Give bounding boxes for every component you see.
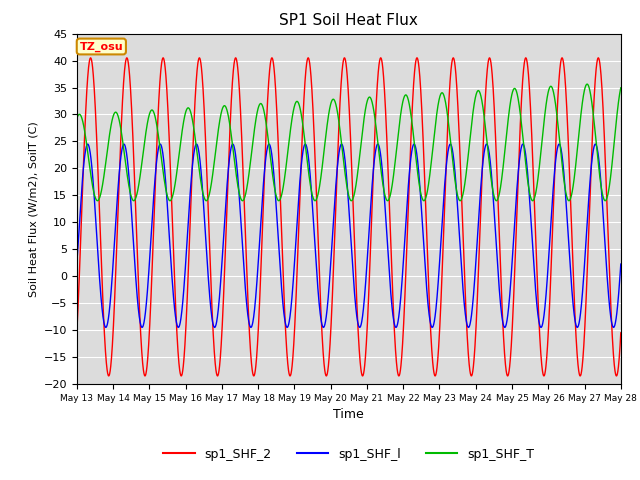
sp1_SHF_l: [548, 208, 556, 214]
X-axis label: Time: Time: [333, 408, 364, 421]
Y-axis label: Soil Heat Flux (W/m2), SoilT (C): Soil Heat Flux (W/m2), SoilT (C): [28, 121, 38, 297]
sp1_SHF_T: [607, 175, 614, 181]
sp1_SHF_T: [548, 84, 556, 90]
sp1_SHF_T: [135, 181, 143, 187]
sp1_SHF_T: [305, 172, 313, 178]
sp1_SHF_T: [282, 169, 289, 175]
sp1_SHF_l: [282, 321, 289, 327]
sp1_SHF_l: [73, 261, 81, 267]
sp1_SHF_2: [617, 330, 625, 336]
Line: sp1_SHF_T: sp1_SHF_T: [77, 84, 621, 201]
Legend: sp1_SHF_2, sp1_SHF_l, sp1_SHF_T: sp1_SHF_2, sp1_SHF_l, sp1_SHF_T: [159, 443, 539, 466]
sp1_SHF_T: [602, 198, 609, 204]
Text: TZ_osu: TZ_osu: [79, 41, 123, 52]
Line: sp1_SHF_2: sp1_SHF_2: [77, 58, 621, 376]
sp1_SHF_l: [607, 310, 614, 316]
sp1_SHF_2: [73, 330, 81, 336]
sp1_SHF_T: [73, 116, 81, 121]
sp1_SHF_T: [617, 85, 625, 91]
sp1_SHF_2: [282, 328, 289, 334]
sp1_SHF_l: [135, 312, 143, 318]
sp1_SHF_T: [583, 81, 591, 87]
sp1_SHF_l: [305, 161, 313, 167]
sp1_SHF_l: [617, 261, 625, 267]
sp1_SHF_l: [84, 141, 92, 147]
sp1_SHF_2: [548, 249, 556, 255]
sp1_SHF_2: [135, 296, 143, 301]
sp1_SHF_l: [610, 324, 618, 330]
sp1_SHF_2: [305, 57, 313, 63]
sp1_SHF_2: [607, 290, 614, 296]
Line: sp1_SHF_l: sp1_SHF_l: [77, 144, 621, 327]
sp1_SHF_2: [168, 190, 175, 196]
sp1_SHF_2: [612, 373, 620, 379]
sp1_SHF_l: [168, 264, 175, 270]
sp1_SHF_2: [87, 55, 95, 61]
sp1_SHF_T: [167, 197, 175, 203]
Title: SP1 Soil Heat Flux: SP1 Soil Heat Flux: [280, 13, 418, 28]
